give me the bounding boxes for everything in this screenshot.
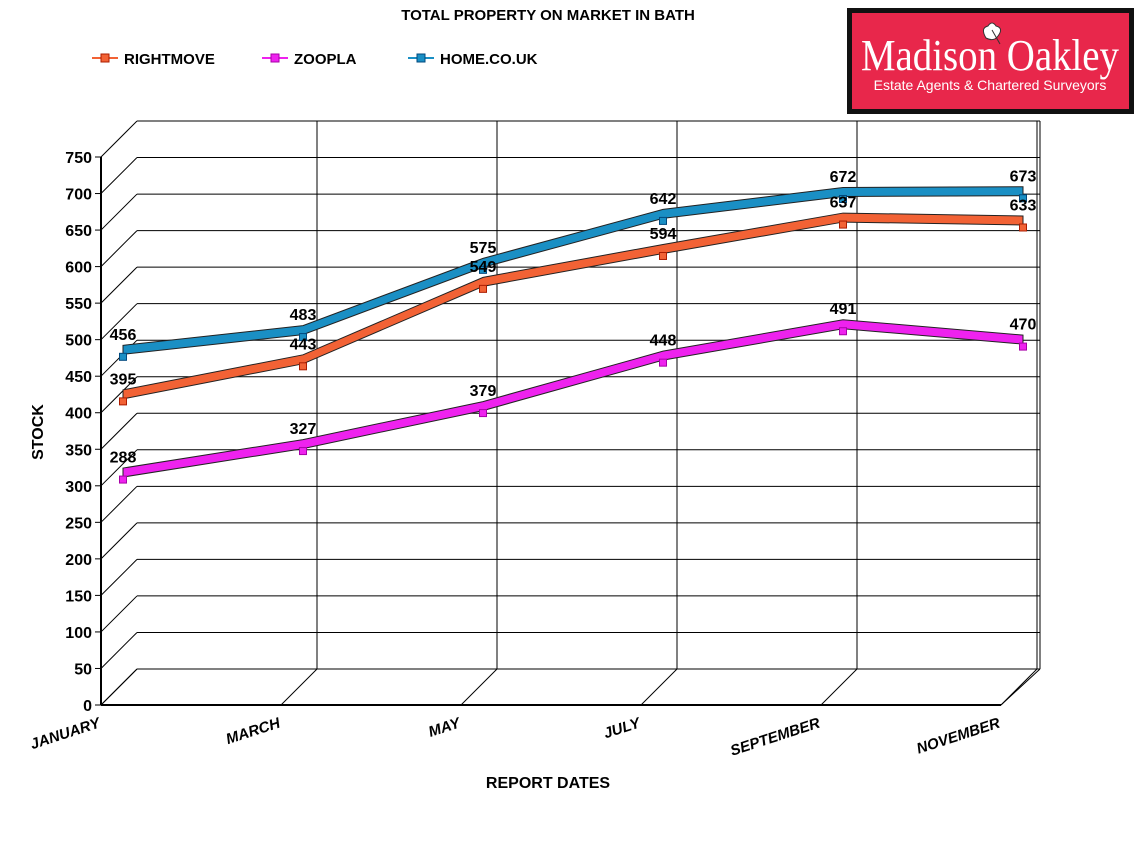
floor-gridline	[100, 668, 138, 706]
series-point-marker	[659, 251, 667, 260]
y-tick-label: 500	[65, 333, 92, 350]
x-axis-label: REPORT DATES	[486, 775, 610, 792]
left-wall-gridline	[100, 266, 138, 304]
left-wall-gridline	[100, 303, 138, 341]
chart-series-group	[119, 186, 1027, 484]
data-label: 470	[1010, 317, 1037, 334]
left-wall-gridline	[100, 412, 138, 450]
legend-label: ZOOPLA	[294, 51, 357, 68]
data-label: 456	[110, 327, 137, 344]
data-label: 633	[1010, 197, 1037, 214]
left-wall-gridline	[100, 485, 138, 523]
left-wall-gridline	[100, 632, 138, 669]
y-tick-label: 50	[74, 661, 92, 678]
floor-gridline	[280, 668, 318, 706]
series-point-marker	[839, 220, 847, 229]
left-wall-gridline	[100, 595, 138, 633]
y-axis-label: STOCK	[30, 404, 47, 460]
y-tick-label: 250	[65, 515, 92, 532]
legend-marker	[416, 53, 426, 63]
left-wall-gridline	[100, 230, 138, 267]
series-point-marker	[659, 216, 667, 225]
y-tick-label: 600	[65, 260, 92, 277]
left-wall-gridline	[100, 376, 138, 414]
x-tick-label: NOVEMBER	[915, 715, 1003, 758]
chart-grid	[100, 120, 1041, 706]
left-wall-gridline	[100, 522, 138, 560]
floor-gridline	[460, 668, 498, 706]
brand-logo: Madison Oakley Estate Agents & Chartered…	[847, 8, 1134, 114]
series-point-marker	[299, 333, 307, 342]
x-tick-label: SEPTEMBER	[728, 715, 822, 760]
data-label: 673	[1010, 168, 1037, 185]
y-tick-label: 450	[65, 369, 92, 386]
data-label: 491	[830, 301, 857, 318]
legend-marker	[100, 53, 110, 63]
legend-marker	[270, 53, 280, 63]
x-tick-labels: JANUARY MARCH MAY JULY SEPTEMBER NOVEMBER	[28, 714, 1002, 760]
data-label: 448	[650, 333, 677, 350]
y-tick-label: 150	[65, 588, 92, 605]
left-wall-gridline	[100, 559, 138, 596]
y-tick-label: 700	[65, 187, 92, 204]
y-tick-label: 350	[65, 442, 92, 459]
left-wall-gridline	[100, 120, 138, 158]
series-ribbon	[122, 319, 1024, 478]
x-tick-label: MAY	[426, 714, 464, 741]
y-tick-labels: 0 50 100 150 200 250 300 350 400 450 500 550 600 650 7…	[65, 150, 101, 715]
data-label: 327	[290, 421, 317, 438]
y-tick-label: 550	[65, 296, 92, 313]
floor-gridline	[640, 668, 678, 706]
y-tick-label: 400	[65, 406, 92, 423]
series-point-marker	[119, 475, 127, 484]
series-point-marker	[299, 447, 307, 456]
y-tick-label: 100	[65, 625, 92, 642]
series-point-marker	[119, 397, 127, 406]
series-point-marker	[479, 265, 487, 274]
x-tick-label: JULY	[602, 714, 645, 742]
y-tick-label: 0	[83, 698, 92, 715]
oak-leaf-icon	[982, 22, 1002, 45]
series-point-marker	[119, 352, 127, 361]
floor-right-edge	[1000, 668, 1041, 706]
data-label: 575	[470, 240, 497, 257]
y-tick-label: 650	[65, 223, 92, 240]
data-label: 483	[290, 307, 317, 324]
series-point-marker	[299, 362, 307, 371]
data-label: 379	[470, 383, 497, 400]
series-point-marker	[1019, 223, 1027, 232]
series-point-marker	[839, 194, 847, 203]
data-label: 642	[650, 191, 677, 208]
series-point-marker	[659, 358, 667, 367]
floor-gridline	[820, 668, 858, 706]
x-tick-label: MARCH	[224, 714, 283, 748]
left-wall-gridline	[100, 193, 138, 231]
logo-tagline: Estate Agents & Chartered Surveyors	[874, 77, 1107, 93]
data-label: 637	[830, 195, 857, 212]
legend: RIGHTMOVE ZOOPLA HOME.CO.UK	[92, 51, 538, 68]
series-point-marker	[479, 284, 487, 293]
series-point-marker	[1019, 194, 1027, 203]
y-tick-label: 750	[65, 150, 92, 167]
series-point-marker	[479, 409, 487, 418]
y-tick-label: 300	[65, 479, 92, 496]
chart-title: TOTAL PROPERTY ON MARKET IN BATH	[401, 7, 695, 24]
data-label: 672	[830, 169, 857, 186]
data-label: 395	[110, 371, 137, 388]
series-point-marker	[839, 327, 847, 336]
left-wall-gridline	[100, 157, 138, 194]
left-wall-gridline	[100, 449, 138, 487]
series-point-marker	[1019, 342, 1027, 351]
data-label: 288	[110, 450, 137, 467]
data-label: 594	[650, 226, 677, 243]
x-tick-label: JANUARY	[28, 714, 104, 753]
data-label: 549	[470, 259, 497, 276]
legend-label: HOME.CO.UK	[440, 51, 538, 68]
data-label: 443	[290, 336, 317, 353]
legend-label: RIGHTMOVE	[124, 51, 215, 68]
data-labels: 395 443 549 594 637 633 288 327 379 448 491 470 456 4…	[110, 168, 1037, 466]
y-tick-label: 200	[65, 552, 92, 569]
